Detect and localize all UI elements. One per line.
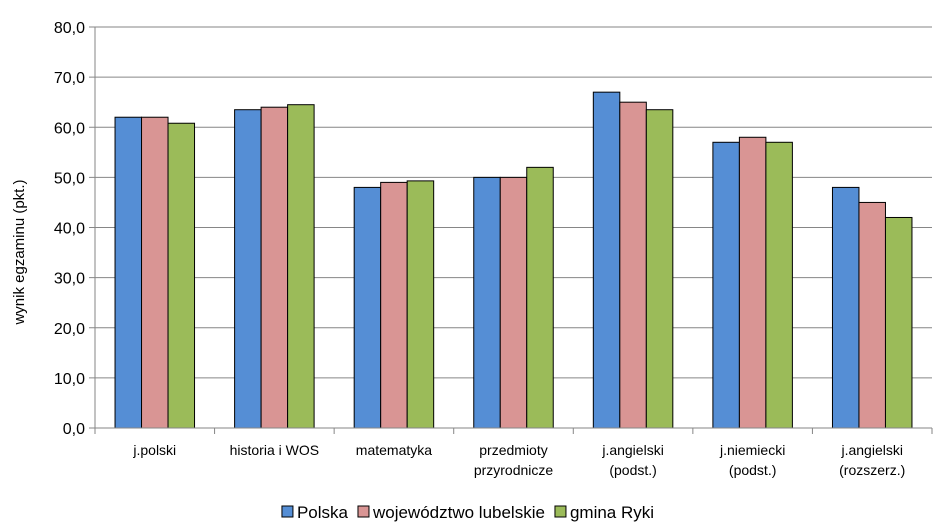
x-tick-label: (podst.) — [729, 462, 776, 478]
bar — [499, 176, 528, 429]
bar — [738, 136, 767, 429]
bar — [858, 201, 886, 429]
legend-label: województwo lubelskie — [372, 503, 545, 522]
bar — [114, 116, 143, 429]
legend-label: Polska — [297, 503, 349, 522]
y-tick-label: 20,0 — [54, 321, 85, 338]
y-tick-label: 80,0 — [54, 20, 85, 37]
bar — [167, 122, 196, 429]
bar — [765, 141, 793, 429]
bar — [831, 186, 860, 429]
legend: Polska województwo lubelskie gmina Ryki — [281, 503, 654, 522]
bars — [114, 91, 913, 429]
bar — [619, 101, 647, 429]
bar — [526, 166, 554, 429]
y-tick-label: 50,0 — [54, 170, 85, 187]
legend-swatch — [357, 505, 370, 518]
legend-label: gmina Ryki — [570, 503, 654, 522]
bar — [260, 106, 289, 429]
bar — [406, 180, 435, 429]
bar — [592, 91, 621, 429]
x-tick-label: przyrodnicze — [474, 462, 554, 478]
bar — [884, 216, 913, 429]
bar — [353, 186, 382, 429]
x-tick-label: j.angielski — [840, 442, 902, 458]
legend-swatch — [281, 505, 294, 518]
bar — [234, 109, 262, 429]
x-tick-label: j.niemiecki — [719, 442, 785, 458]
axes — [89, 26, 933, 434]
y-tick-label: 30,0 — [54, 271, 85, 288]
bar — [473, 176, 501, 429]
x-tick-label: (podst.) — [609, 462, 656, 478]
x-tick-label: j.polski — [132, 442, 176, 458]
bar — [141, 116, 169, 429]
legend-swatch — [554, 505, 567, 518]
x-tick-label: historia i WOS — [230, 442, 319, 458]
bar — [287, 104, 315, 429]
bar — [645, 109, 674, 429]
y-tick-label: 10,0 — [54, 371, 85, 388]
bar — [712, 141, 740, 429]
y-axis-label: wynik egzaminu (pkt.) — [11, 179, 28, 325]
x-tick-labels: j.polski historia i WOS matematyka przedmio… — [132, 442, 905, 478]
bar — [380, 181, 408, 429]
x-tick-label: matematyka — [356, 442, 432, 458]
y-tick-label: 40,0 — [54, 221, 85, 238]
y-tick-label: 60,0 — [54, 120, 85, 137]
x-tick-label: przedmioty — [479, 442, 547, 458]
y-tick-labels: 0,0 10,0 20,0 30,0 40,0 50,0 60,0 70,0 80,0 — [54, 20, 85, 438]
y-tick-label: 70,0 — [54, 70, 85, 87]
x-tick-label: (rozszerz.) — [839, 462, 905, 478]
y-tick-label: 0,0 — [63, 421, 85, 438]
x-tick-label: j.angielski — [601, 442, 663, 458]
